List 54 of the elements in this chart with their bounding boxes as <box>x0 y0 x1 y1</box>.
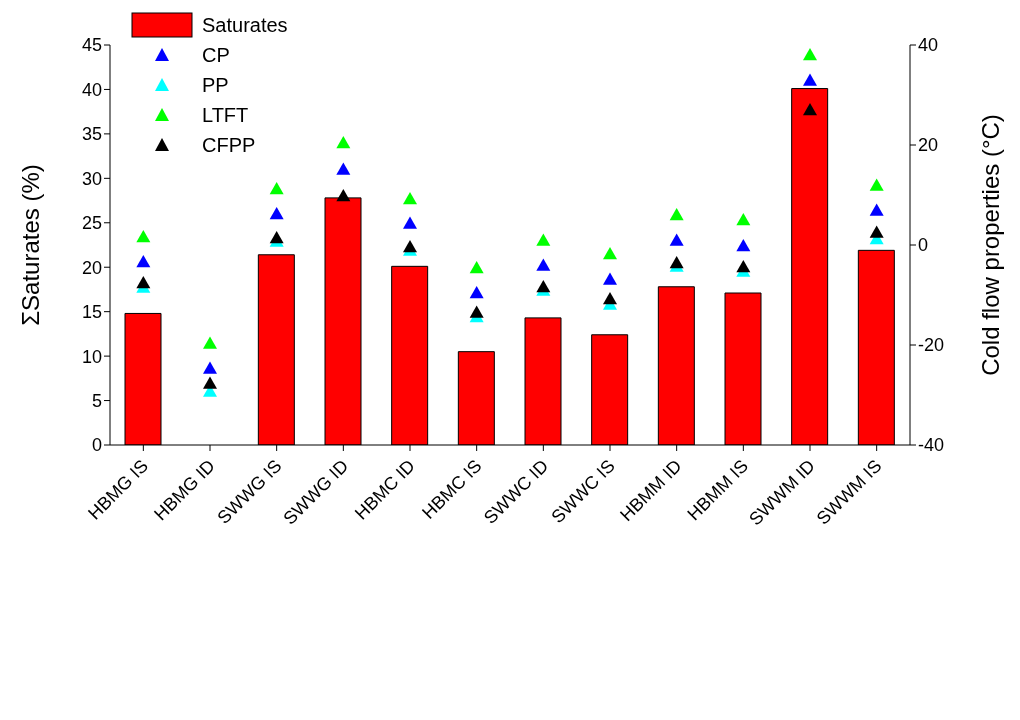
y-tick-label: 5 <box>91 390 102 411</box>
legend-label: Saturates <box>202 13 288 37</box>
point <box>536 258 551 271</box>
legend-label: CP <box>202 43 230 67</box>
y-tick-label: 25 <box>81 213 102 234</box>
point <box>869 178 884 191</box>
y-tick-label: 45 <box>81 35 102 56</box>
y2-tick-label: 0 <box>918 235 929 256</box>
legend-label: CFPP <box>202 133 256 157</box>
point <box>669 208 684 221</box>
point <box>336 162 351 175</box>
y-tick-label: 30 <box>81 168 102 189</box>
y2-axis-title: Cold flow properties (°C) <box>976 114 1004 376</box>
y-tick-label: 40 <box>81 79 102 100</box>
point <box>469 286 484 299</box>
point <box>469 305 484 318</box>
point <box>869 203 884 216</box>
legend-label: LTFT <box>202 103 249 127</box>
legend-label: PP <box>202 73 229 97</box>
point <box>803 73 817 86</box>
y-tick-label: 0 <box>91 435 102 456</box>
point <box>469 261 484 274</box>
y-axis-title: ΣSaturates (%) <box>16 164 44 326</box>
y2-tick-label: 40 <box>918 35 939 56</box>
point <box>203 376 217 389</box>
point <box>203 361 217 374</box>
point <box>203 336 217 349</box>
y-tick-label: 20 <box>81 257 102 278</box>
point <box>403 192 417 205</box>
point <box>336 189 351 202</box>
point <box>736 213 751 226</box>
y2-tick-label: 20 <box>918 135 939 156</box>
y2-tick-label: -20 <box>918 335 945 356</box>
point <box>269 207 284 220</box>
y-tick-label: 35 <box>81 124 102 145</box>
point <box>603 247 617 260</box>
point <box>803 48 817 61</box>
point <box>669 233 684 246</box>
point <box>136 255 151 268</box>
point <box>136 276 151 289</box>
point <box>869 225 884 238</box>
point <box>336 136 351 149</box>
point <box>136 230 151 243</box>
point <box>536 233 551 246</box>
y2-tick-label: -40 <box>918 435 945 456</box>
point <box>736 239 751 252</box>
point <box>269 182 284 195</box>
y-tick-label: 15 <box>81 302 102 323</box>
point <box>803 103 817 116</box>
point <box>603 292 617 305</box>
point <box>403 216 417 229</box>
y-tick-label: 10 <box>81 346 102 367</box>
point <box>603 272 617 285</box>
point <box>736 260 751 273</box>
